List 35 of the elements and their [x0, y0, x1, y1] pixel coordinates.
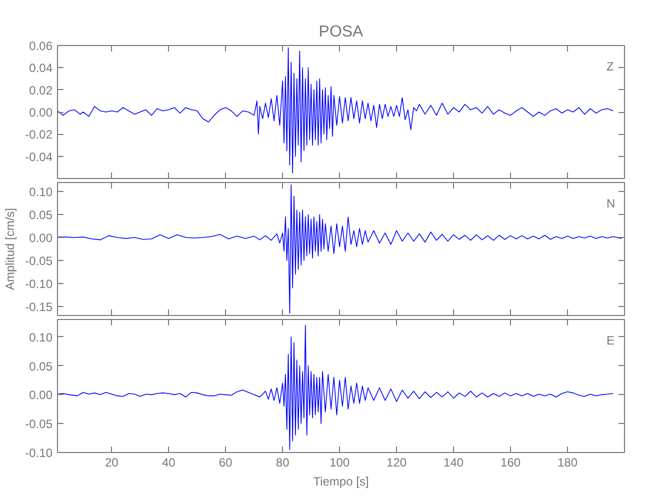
line-series: [58, 324, 614, 450]
y-tick-label: 0.00: [29, 106, 53, 120]
y-tick-label: 0.02: [29, 83, 53, 98]
y-tick-label: -0.04: [25, 150, 53, 164]
x-tick-label: 100: [330, 456, 350, 470]
y-tick-label: 0.00: [29, 231, 53, 246]
x-tick-label: 20: [104, 456, 119, 470]
y-tick-label: 0.10: [29, 330, 53, 344]
x-tick-label: 160: [500, 456, 521, 470]
x-tick-label: 40: [162, 456, 176, 470]
x-tick-label: 120: [386, 456, 407, 470]
x-axis-title: Tiempo [s]: [313, 474, 369, 488]
y-tick-label: 0.10: [29, 185, 53, 200]
y-tick-label: -0.10: [25, 276, 53, 291]
y-tick-label: -0.05: [25, 417, 53, 432]
y-axis-title: Amplitud [cm/s]: [3, 208, 18, 290]
y-tick-label: -0.15: [25, 300, 53, 314]
y-tick-label: -0.10: [25, 446, 53, 460]
x-tick-label: 140: [444, 456, 464, 470]
y-tick-label: 0.05: [29, 359, 53, 374]
y-tick-label: 0.04: [29, 61, 53, 76]
annotation: Z: [606, 60, 614, 74]
x-tick-label: 80: [276, 456, 290, 470]
line-series: [58, 184, 622, 314]
x-tick-label: 60: [218, 456, 233, 470]
y-tick-label: 0.06: [29, 39, 53, 53]
annotation: E: [606, 334, 615, 348]
y-tick-label: 0.00: [29, 388, 53, 402]
y-tick-label: 0.05: [29, 208, 53, 222]
annotation: N: [606, 196, 616, 210]
y-tick-label: -0.05: [25, 254, 53, 268]
chart-title: POSA: [318, 24, 364, 40]
line-series: [58, 47, 614, 174]
y-tick-label: -0.02: [25, 128, 53, 142]
x-tick-label: 180: [558, 456, 578, 470]
